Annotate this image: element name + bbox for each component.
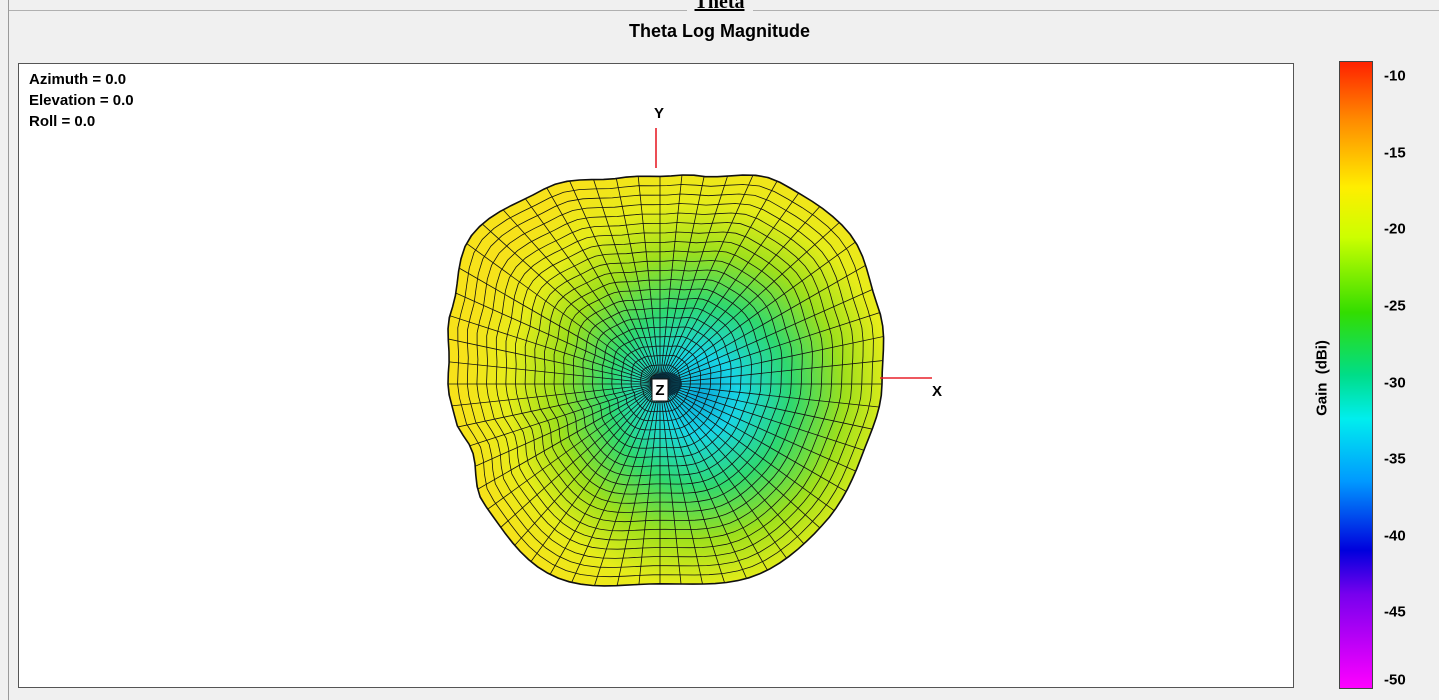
mesh-spoke bbox=[537, 175, 661, 385]
colorbar-tick: -20 bbox=[1384, 220, 1406, 238]
chart-title: Theta Log Magnitude bbox=[629, 21, 810, 41]
mesh-spoke bbox=[597, 175, 661, 385]
roll-readout: Roll = 0.0 bbox=[29, 113, 96, 130]
colorbar-tick: -50 bbox=[1384, 671, 1406, 689]
mesh-ring bbox=[592, 317, 732, 449]
mesh-spoke bbox=[659, 383, 884, 447]
mesh-ring bbox=[466, 193, 864, 568]
z-axis-label-box bbox=[651, 378, 669, 402]
mesh-spoke bbox=[659, 175, 692, 385]
mesh-spoke bbox=[659, 175, 723, 385]
mesh-ring bbox=[640, 364, 681, 403]
mesh-ring bbox=[601, 326, 722, 440]
mesh-spoke bbox=[537, 383, 661, 586]
mesh-spoke bbox=[659, 383, 811, 586]
elevation-readout: Elevation = 0.0 bbox=[29, 92, 134, 109]
mesh-spoke bbox=[628, 383, 661, 586]
colorbar-tick: -45 bbox=[1384, 603, 1406, 621]
mesh-spoke bbox=[448, 261, 661, 385]
mesh-spoke bbox=[448, 383, 661, 416]
mesh-ring bbox=[582, 307, 742, 458]
mesh-ring bbox=[524, 250, 803, 513]
mesh-ring bbox=[457, 184, 874, 578]
colorbar-label: Gain (dBi) bbox=[1313, 340, 1331, 416]
mesh-spoke bbox=[659, 175, 811, 385]
mesh-ring bbox=[486, 212, 844, 550]
mesh-spoke bbox=[659, 321, 884, 385]
z-axis-label: Z bbox=[655, 382, 664, 399]
mesh-ring bbox=[630, 355, 691, 412]
mesh-spoke bbox=[659, 383, 837, 586]
mesh-spoke bbox=[566, 175, 661, 385]
mesh-ring bbox=[563, 288, 763, 477]
left-ruler bbox=[0, 0, 9, 700]
mesh-ring bbox=[476, 203, 854, 559]
mesh-spoke bbox=[659, 383, 783, 586]
mesh-spoke bbox=[659, 383, 723, 586]
mesh-spoke bbox=[448, 383, 661, 507]
colorbar-tick: -15 bbox=[1384, 144, 1406, 162]
mesh-spoke bbox=[448, 321, 661, 385]
mesh-ring bbox=[515, 241, 813, 523]
mesh-spoke bbox=[659, 383, 754, 586]
colorbar-tick: -40 bbox=[1384, 527, 1406, 545]
mesh-spoke bbox=[659, 383, 692, 586]
mesh-ring bbox=[553, 279, 773, 486]
x-axis-label: X bbox=[932, 383, 942, 400]
azimuth-readout: Azimuth = 0.0 bbox=[29, 71, 127, 88]
mesh-ring bbox=[448, 175, 884, 586]
mesh-ring bbox=[611, 336, 712, 431]
mesh-spoke bbox=[659, 383, 884, 507]
colorbar-tick: -30 bbox=[1384, 374, 1406, 392]
mesh-ring bbox=[572, 298, 752, 468]
mesh-ring bbox=[621, 345, 701, 422]
colorbar-tick: -10 bbox=[1384, 67, 1406, 85]
mesh-spoke bbox=[448, 352, 661, 385]
mesh-ring bbox=[534, 260, 793, 504]
page-title: Theta bbox=[0, 0, 1439, 13]
mesh-spoke bbox=[659, 175, 783, 385]
mesh-ring bbox=[495, 222, 834, 541]
colorbar bbox=[1339, 61, 1373, 689]
mesh-spoke bbox=[509, 175, 661, 385]
mesh-spoke bbox=[566, 383, 661, 586]
mesh-spoke bbox=[448, 383, 661, 478]
mesh-spoke bbox=[659, 261, 884, 385]
surface-mesh bbox=[448, 175, 884, 586]
mesh-spoke bbox=[659, 290, 884, 385]
page-title-text: Theta bbox=[686, 0, 753, 13]
mesh-spoke bbox=[659, 352, 884, 385]
mesh-spoke bbox=[448, 383, 661, 535]
mesh-spoke bbox=[628, 175, 661, 385]
colorbar-tick: -35 bbox=[1384, 450, 1406, 468]
mesh-spoke bbox=[448, 233, 661, 385]
mesh-ring bbox=[543, 269, 783, 495]
mesh-ring bbox=[505, 231, 824, 532]
y-axis-label: Y bbox=[654, 105, 664, 122]
mesh-spoke bbox=[659, 383, 884, 478]
colorbar-tick: -25 bbox=[1384, 297, 1406, 315]
